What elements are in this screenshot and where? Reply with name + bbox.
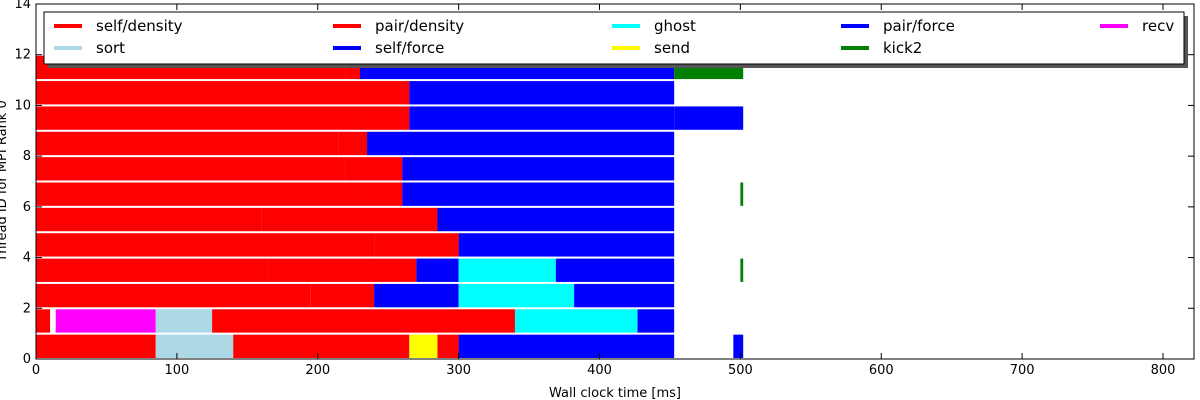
x-tick-label: 800 [1151,363,1176,378]
legend-label: pair/force [883,17,955,35]
timeline-segment-send [409,334,438,358]
timeline-segment-pair-force [437,207,675,232]
timeline-segment-self-density [36,334,156,358]
timeline-segment-pair-force [374,283,459,308]
x-tick-label: 200 [305,363,330,378]
y-axis-title: Thread ID for MPI Rank 0 [0,100,10,262]
bars-layer [36,55,744,358]
timeline-segment-pair-density [345,157,403,181]
timeline-segment-pair-density [437,334,459,358]
legend-label: recv [1142,17,1174,35]
timeline-segment-pair-force [674,106,744,130]
timeline-segment-pair-force [416,258,459,282]
timeline-segment-recv [55,309,156,333]
x-tick-label: 300 [446,363,471,378]
timeline-segment-self-density [36,106,353,130]
legend-label: pair/density [375,17,464,35]
legend: self/density sort pair/density self/force gh… [43,11,1188,68]
timeline-segment-pair-force [402,182,675,206]
timeline-segment-kick2 [740,182,744,206]
timeline-segment-pair-force [402,157,675,181]
timeline-segment-pair-density [310,283,375,308]
timeline-segment-self-density [36,283,311,308]
y-tick-label: 2 [23,301,31,316]
timeline-segment-kick2 [740,258,744,282]
y-tick-label: 8 [23,149,31,164]
timeline-segment-pair-density [212,309,515,333]
x-tick-label: 100 [164,363,189,378]
ticks-layer: 0 100 200 300 400 500 600 700 800 0 2 4 6 8 10 12 14 [14,0,1194,378]
y-tick-label: 12 [14,48,31,63]
timeline-segment-pair-force [733,334,744,358]
timeline-segment-pair-force [409,81,675,105]
legend-label: send [654,39,690,57]
timeline-segment-self-density [36,81,361,105]
timeline-segment-pair-force [458,334,675,358]
legend-label: self/force [375,39,444,57]
timeline-segment-ghost [514,309,638,333]
legend-label: kick2 [883,39,922,57]
legend-label: sort [96,39,125,57]
timeline-segment-pair-density [338,131,368,156]
timeline-segment-self-density [36,233,375,257]
timeline-segment-self-density [36,182,353,206]
y-tick-label: 10 [14,98,31,113]
timeline-segment-self-density [36,309,51,333]
x-tick-label: 700 [1010,363,1035,378]
x-tick-label: 0 [32,363,40,378]
timeline-segment-pair-force [367,131,675,156]
timeline-segment-pair-force [409,106,675,130]
legend-box [43,11,1185,65]
legend-label: self/density [96,17,183,35]
x-axis-title: Wall clock time [ms] [549,386,681,400]
timeline-segment-sort [155,334,234,358]
timeline-segment-self-density [36,157,346,181]
timeline-segment-pair-density [374,233,459,257]
timeline-segment-pair-density [352,182,403,206]
timeline-segment-pair-force [555,258,675,282]
timeline-segment-pair-density [360,81,410,105]
x-tick-label: 600 [869,363,894,378]
y-tick-label: 6 [23,200,31,215]
plot-frame [35,3,1195,360]
timeline-segment-pair-force [574,283,675,308]
timeline-segment-self-density [36,258,269,282]
timeline-segment-ghost [458,258,556,282]
timeline-segment-self-density [36,131,339,156]
timeline-segment-self-density [36,207,262,232]
timeline-segment-pair-density [352,106,410,130]
x-tick-label: 500 [728,363,753,378]
y-tick-label: 4 [23,251,31,266]
legend-label: ghost [654,17,696,35]
x-tick-label: 400 [587,363,612,378]
timeline-segment-sort [155,309,213,333]
timeline-segment-pair-density [268,258,417,282]
timeline-segment-pair-density [233,334,410,358]
timeline-segment-pair-density [261,207,438,232]
y-tick-label: 0 [23,352,31,367]
y-tick-label: 14 [14,0,31,12]
timeline-segment-ghost [458,283,575,308]
timeline-segment-pair-force [637,309,675,333]
timeline-segment-pair-force [458,233,675,257]
